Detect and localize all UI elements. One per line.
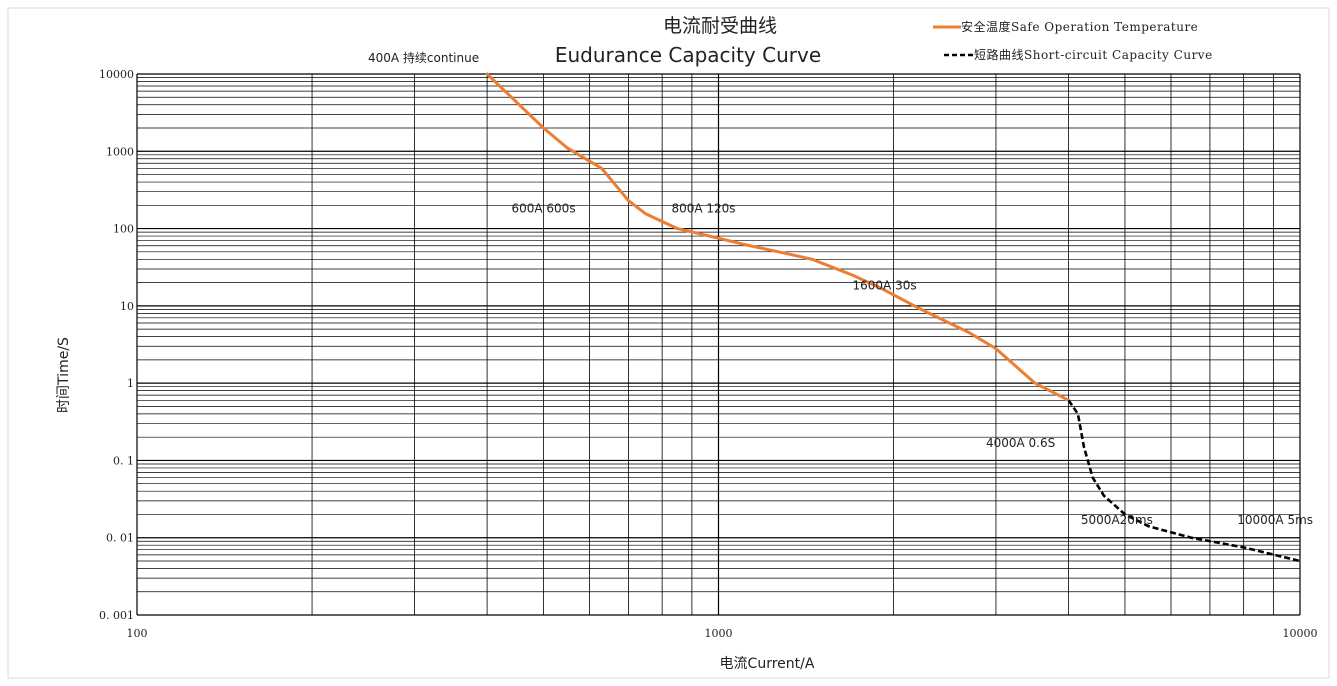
annotation-label: 1600A 30s [853,279,917,293]
annotations: 400A 持续continue 600A 600s 800A 120s 1600A 3… [368,50,1313,527]
x-axis-label: 电流Current/A [720,656,815,672]
grid [136,73,1301,616]
annotation-label: 600A 600s [511,201,575,215]
y-tick-label: 0. 01 [106,532,134,545]
x-tick-label: 100 [127,627,148,640]
legend-label-safe: 安全温度Safe Operation Temperature [961,19,1198,34]
y-tick-label: 1 [127,377,134,390]
series-line-short-circuit [1067,399,1301,563]
y-tick-label: 10 [120,300,134,313]
series-line-safe-operation [485,72,1071,402]
y-axis-label: 时间Time/S [56,337,72,413]
series-group [485,72,1301,563]
legend-label-short: 短路曲线Short-circuit Capacity Curve [974,47,1213,62]
legend: 安全温度Safe Operation Temperature 短路曲线Short… [933,19,1213,62]
annotation-label: 10000A 5ms [1237,513,1313,527]
chart-subtitle: Eudurance Capacity Curve [555,43,821,67]
y-tick-label: 1000 [106,145,134,158]
annotation-label: 5000A20ms [1081,513,1153,527]
annotation-label: 400A 持续continue [368,50,479,65]
y-tick-label: 0. 1 [113,454,134,467]
chart-title: 电流耐受曲线 [663,15,777,37]
y-tick-label: 10000 [99,68,134,81]
x-tick-label: 10000 [1283,627,1318,640]
y-tick-label: 100 [113,223,134,236]
y-tick-label: 0. 001 [99,609,134,622]
annotation-label: 4000A 0.6S [986,436,1055,450]
annotation-label: 800A 120s [671,201,735,215]
chart-border [7,7,1330,679]
x-tick-label: 1000 [705,627,733,640]
tick-labels: 100 1000 10000 10000 1000 100 10 1 0. 1 0. 01 0. 0… [99,68,1318,640]
